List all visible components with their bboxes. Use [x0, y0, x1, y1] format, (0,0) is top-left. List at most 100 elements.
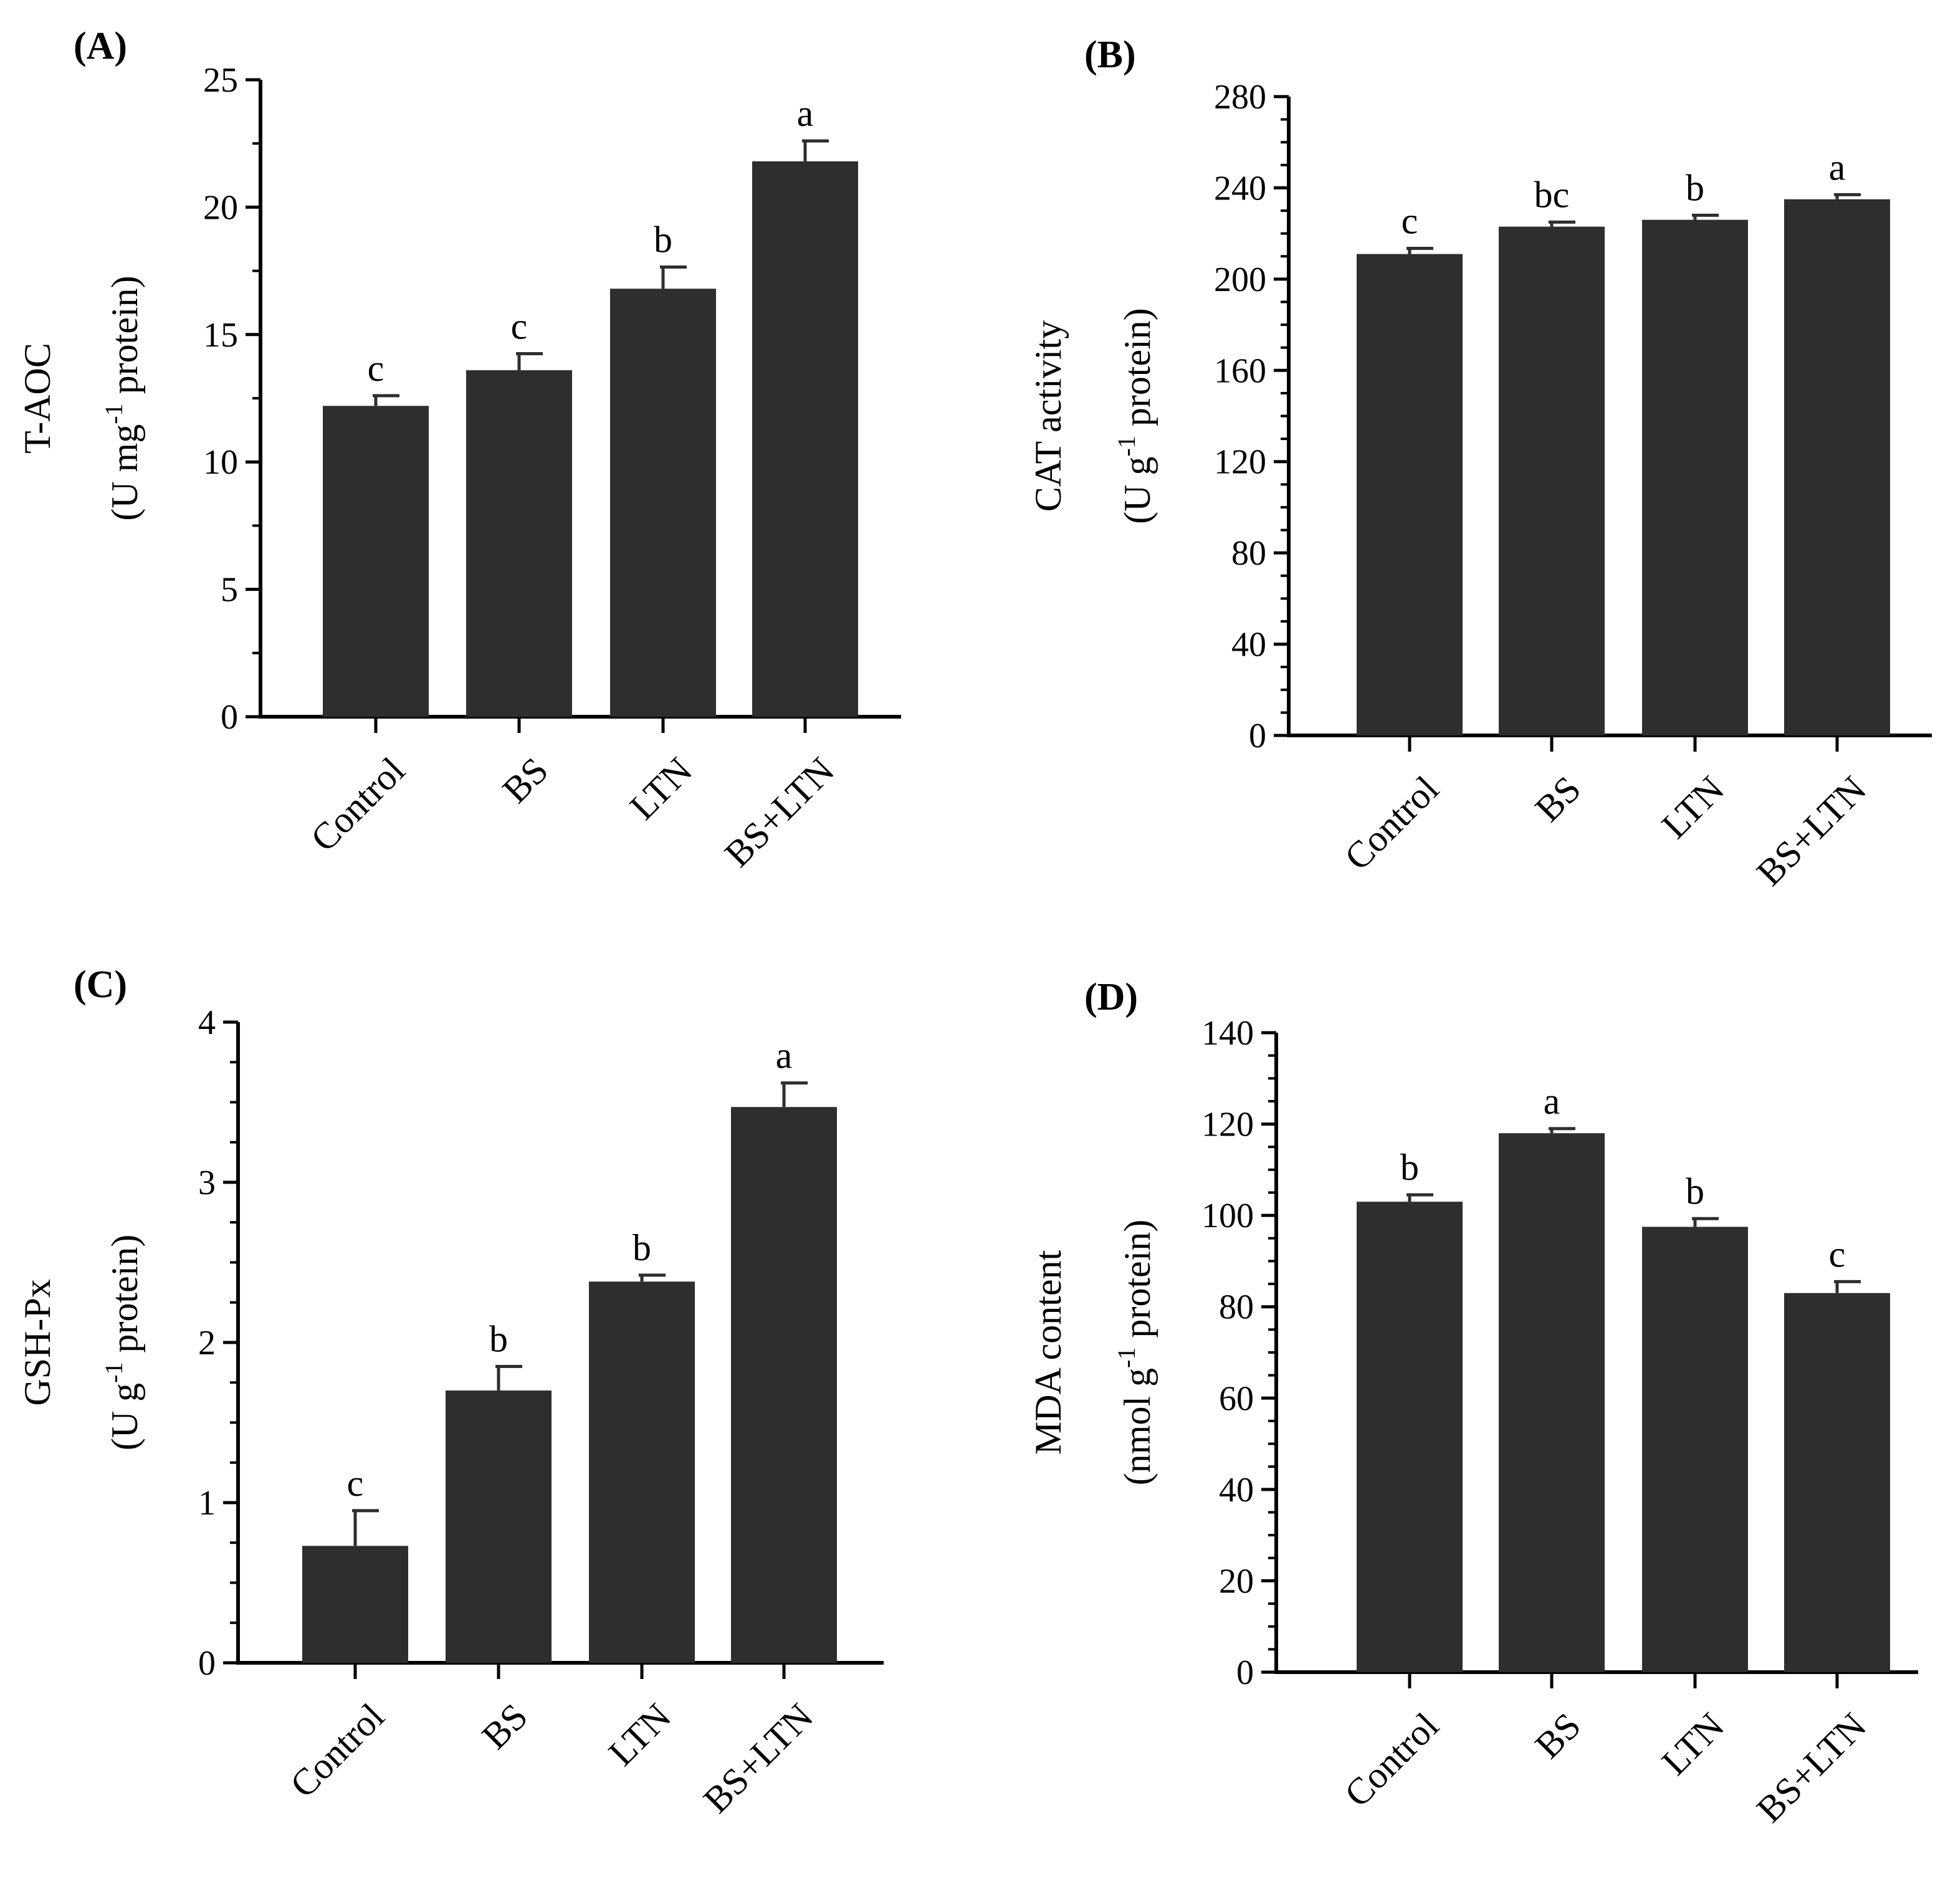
significance-letter: a	[1544, 1081, 1560, 1122]
y-axis-unit: (U mg-1 protein)	[100, 275, 145, 520]
x-category-label: LTN	[601, 1696, 679, 1774]
significance-letter: c	[1402, 200, 1418, 241]
significance-letter: b	[633, 1227, 651, 1268]
y-tick-label: 160	[1214, 352, 1266, 390]
significance-letter: a	[1829, 146, 1846, 188]
unit-prefix: (U g	[1117, 456, 1158, 524]
bar	[610, 289, 716, 717]
bar	[589, 1281, 695, 1663]
panel-d: (D) 0 20 40 60 80 100 120 140 b Control a BS b LTN c BS+…	[1028, 976, 1918, 1830]
unit-prefix: (U g	[104, 1383, 145, 1450]
y-tick-label: 0	[198, 1644, 216, 1683]
y-axis-unit: (U g-1 protein)	[1112, 308, 1158, 524]
panels: (A)0510152025cControlcBSbLTNaBS+LTNT-AOC…	[17, 25, 1932, 1830]
y-axis-unit: (U g-1 protein)	[100, 1235, 145, 1451]
unit-prefix: (nmol g	[1117, 1368, 1158, 1485]
y-tick-label: 10	[203, 443, 238, 482]
significance-letter: b	[1686, 1170, 1704, 1212]
x-category-label: BS	[495, 750, 556, 811]
bar	[1642, 1227, 1748, 1672]
y-tick-label: 80	[1231, 534, 1266, 573]
unit-suffix: protein)	[104, 275, 145, 403]
unit-superscript: -1	[1112, 436, 1140, 456]
bar	[1357, 254, 1463, 735]
y-tick-label: 120	[1214, 443, 1266, 482]
y-tick-label: 200	[1214, 261, 1266, 299]
significance-letter: b	[489, 1319, 508, 1360]
bar	[1499, 226, 1605, 735]
unit-superscript: -1	[100, 1362, 128, 1383]
x-category-label: BS+LTN	[1749, 1705, 1874, 1830]
significance-letter: b	[654, 219, 672, 260]
significance-letter: c	[347, 1463, 364, 1504]
y-tick-label: 80	[1219, 1288, 1254, 1327]
y-tick-label: 0	[1249, 717, 1266, 755]
x-category-label: BS	[1527, 768, 1589, 830]
significance-letter: c	[368, 348, 384, 389]
panel-label: (C)	[74, 964, 127, 1006]
y-tick-label: 15	[203, 316, 238, 355]
y-tick-label: 20	[1219, 1562, 1254, 1600]
x-category-label: BS+LTN	[695, 1696, 821, 1821]
x-category-label: LTN	[622, 750, 700, 828]
y-tick-label: 40	[1219, 1471, 1254, 1509]
significance-letter: c	[1829, 1233, 1846, 1275]
y-axis-title: CAT activity	[1028, 320, 1069, 512]
y-tick-label: 280	[1214, 78, 1266, 117]
panel-a: (A) 0 5 10 15 20 25 c Control c BS b LTN a BS+LTN T-AOC…	[17, 25, 901, 875]
x-category-label: BS	[1527, 1705, 1589, 1767]
y-axis-title: T-AOC	[17, 343, 58, 454]
panel-label: (D)	[1084, 976, 1138, 1018]
bar	[1642, 219, 1748, 735]
panel-label: (A)	[74, 25, 127, 67]
y-tick-label: 5	[221, 571, 238, 610]
bar	[1784, 199, 1890, 735]
unit-superscript: -1	[1112, 1347, 1140, 1368]
x-category-label: Control	[1337, 1705, 1446, 1815]
significance-letter: c	[511, 305, 528, 347]
x-category-label: LTN	[1654, 768, 1732, 846]
x-category-label: BS	[474, 1696, 536, 1758]
bar	[446, 1390, 552, 1663]
significance-letter: a	[776, 1035, 793, 1076]
bar	[1499, 1133, 1605, 1672]
x-category-label: BS+LTN	[1749, 768, 1874, 894]
significance-letter: b	[1400, 1147, 1419, 1188]
unit-suffix: protein)	[1117, 1220, 1158, 1347]
y-tick-label: 60	[1219, 1379, 1254, 1418]
significance-letter: b	[1686, 167, 1704, 208]
y-tick-label: 40	[1231, 626, 1266, 664]
significance-letter: bc	[1534, 174, 1570, 215]
unit-suffix: protein)	[1117, 308, 1158, 436]
bar	[466, 370, 572, 717]
unit-suffix: protein)	[104, 1235, 145, 1362]
y-tick-label: 240	[1214, 169, 1266, 208]
y-tick-label: 0	[1236, 1653, 1254, 1692]
y-tick-label: 3	[198, 1164, 216, 1202]
significance-letter: a	[797, 93, 814, 134]
bar	[752, 161, 858, 717]
bar	[1784, 1293, 1890, 1672]
y-tick-label: 0	[221, 698, 238, 737]
bar	[731, 1107, 837, 1663]
y-axis-title: MDA content	[1028, 1250, 1069, 1455]
y-tick-label: 20	[203, 188, 238, 227]
y-tick-label: 2	[198, 1324, 216, 1362]
y-tick-label: 140	[1201, 1014, 1254, 1053]
x-category-label: BS+LTN	[717, 750, 842, 875]
x-category-label: Control	[1337, 768, 1446, 878]
bar	[323, 406, 429, 717]
bar	[302, 1546, 408, 1663]
y-tick-label: 100	[1201, 1197, 1254, 1235]
bar	[1357, 1202, 1463, 1672]
y-axis-title: GSH-Px	[17, 1279, 58, 1405]
y-tick-label: 4	[198, 1003, 216, 1042]
x-category-label: LTN	[1654, 1705, 1732, 1783]
y-tick-label: 120	[1201, 1106, 1254, 1144]
panel-label: (B)	[1084, 34, 1136, 76]
y-tick-label: 1	[198, 1484, 216, 1523]
x-category-label: Control	[282, 1696, 392, 1806]
unit-prefix: (U mg	[104, 424, 145, 521]
y-tick-label: 25	[203, 61, 238, 100]
